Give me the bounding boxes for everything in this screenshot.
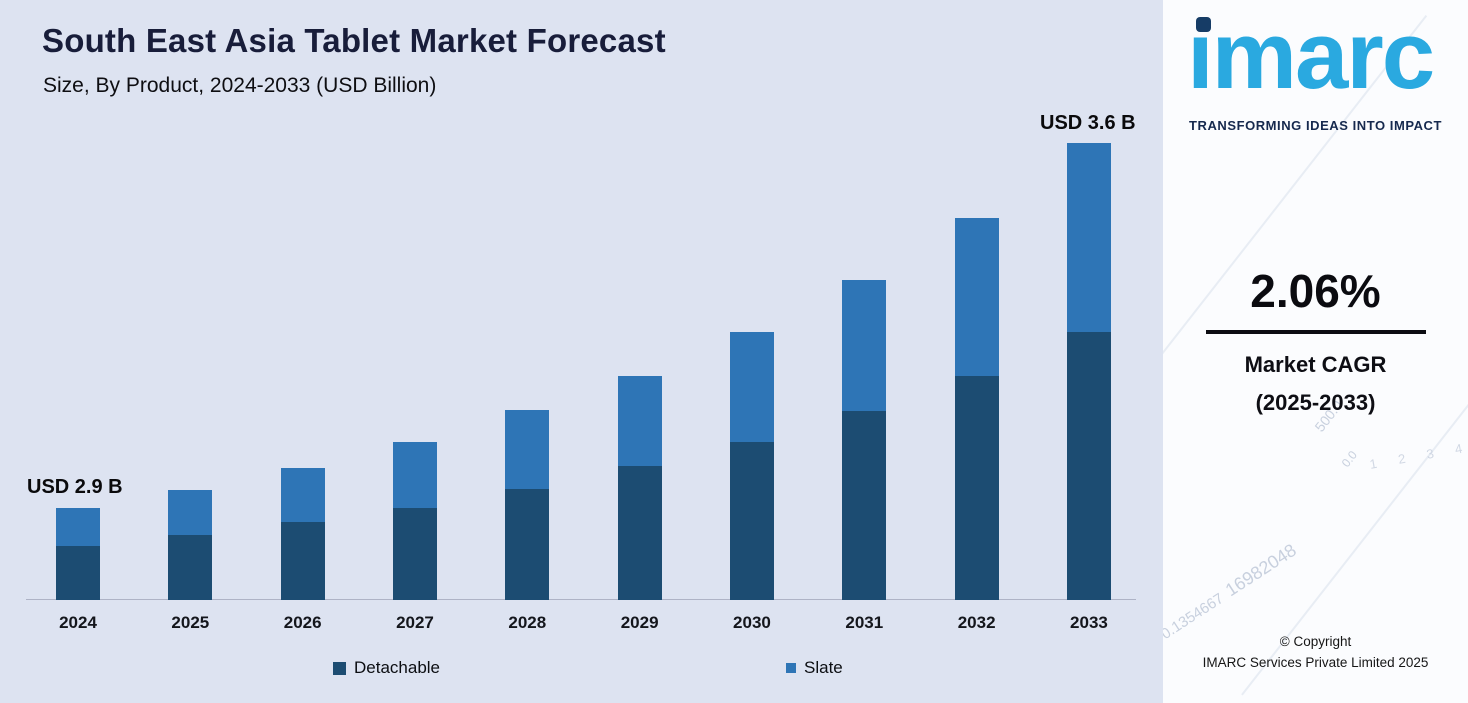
- copyright-line1: © Copyright: [1279, 634, 1352, 649]
- copyright-line2: IMARC Services Private Limited 2025: [1202, 654, 1429, 670]
- bar-2033: [1066, 143, 1111, 600]
- cagr-label: Market CAGR: [1244, 352, 1387, 377]
- cagr-underline: [1205, 330, 1426, 334]
- bar-2031: [842, 280, 887, 600]
- branding-sidebar: 500.0 0.0 1 2 3 4 16982048 0.1354667 ıma…: [1163, 0, 1468, 703]
- x-axis-label-2024: 2024: [59, 613, 97, 632]
- bar-segment-detachable: [56, 546, 100, 600]
- x-axis-label-2027: 2027: [396, 613, 434, 632]
- chart-title: South East Asia Tablet Market Forecast: [42, 22, 666, 59]
- bar-2026: [280, 468, 325, 600]
- legend-swatch-slate: [786, 663, 796, 673]
- bar-2024: [56, 508, 100, 600]
- bar-segment-detachable: [392, 508, 437, 600]
- x-axis-label-2029: 2029: [620, 613, 659, 632]
- bar-segment-detachable: [842, 411, 887, 600]
- imarc-logo-text: ımarc: [1187, 2, 1435, 109]
- bar-segment-detachable: [1066, 332, 1111, 600]
- cagr-value: 2.06%: [1250, 265, 1381, 317]
- bar-segment-detachable: [280, 522, 325, 600]
- bar-segment-slate: [168, 490, 213, 535]
- bar-2032: [954, 218, 999, 600]
- x-axis-label-2030: 2030: [733, 613, 771, 632]
- bar-2027: [392, 442, 437, 600]
- bar-segment-slate: [1066, 143, 1111, 332]
- bar-segment-detachable: [505, 489, 550, 600]
- decorative-number: 0.0: [1338, 448, 1360, 470]
- x-axis-line: [26, 599, 1136, 600]
- bar-segment-slate: [729, 332, 774, 442]
- bar-segment-detachable: [729, 442, 774, 600]
- bar-segment-slate: [56, 508, 100, 546]
- bar-segment-slate: [954, 218, 999, 376]
- bar-2028: [505, 410, 550, 600]
- data-label-2024: USD 2.9 B: [27, 476, 123, 498]
- bar-segment-detachable: [617, 466, 662, 600]
- x-axis-label-2031: 2031: [845, 613, 884, 632]
- bar-segment-detachable: [168, 535, 213, 600]
- cagr-period: (2025-2033): [1255, 390, 1376, 415]
- bar-segment-slate: [392, 442, 437, 508]
- brand-tagline: TRANSFORMING IDEAS INTO IMPACT: [1189, 118, 1442, 133]
- bar-segment-slate: [280, 468, 325, 522]
- bar-segment-slate: [617, 376, 662, 466]
- chart-panel: South East Asia Tablet Market Forecast S…: [0, 0, 1163, 703]
- data-label-2033: USD 3.6 B: [1040, 112, 1136, 134]
- imarc-logo-i-dot-icon: [1196, 17, 1211, 32]
- bar-2030: [729, 332, 774, 600]
- legend-item-detachable: Detachable: [333, 658, 440, 678]
- imarc-logo: ımarc: [1187, 8, 1435, 104]
- x-axis-label-2026: 2026: [283, 613, 322, 632]
- plot-area: 2024 2025 2026 2027 2028 2029 2030 2031 2032 2033: [26, 143, 1136, 632]
- chart-subtitle: Size, By Product, 2024-2033 (USD Billion…: [43, 74, 437, 97]
- bar-2025: [168, 490, 213, 600]
- bar-2029: [617, 376, 662, 600]
- x-axis-label-2032: 2032: [957, 613, 996, 632]
- bar-segment-slate: [505, 410, 550, 489]
- x-axis-label-2025: 2025: [171, 613, 210, 632]
- legend-swatch-detachable: [333, 661, 346, 675]
- bar-segment-slate: [842, 280, 887, 411]
- legend-item-slate: Slate: [786, 658, 843, 678]
- copyright-notice: © Copyright IMARC Services Private Limit…: [1163, 632, 1468, 674]
- x-axis-label-2028: 2028: [508, 613, 547, 632]
- x-axis-label-2033: 2033: [1070, 613, 1108, 632]
- bar-segment-detachable: [954, 376, 999, 600]
- legend-label-slate: Slate: [804, 658, 843, 677]
- decorative-number: 16982048: [1221, 539, 1300, 601]
- legend-label-detachable: Detachable: [354, 658, 441, 677]
